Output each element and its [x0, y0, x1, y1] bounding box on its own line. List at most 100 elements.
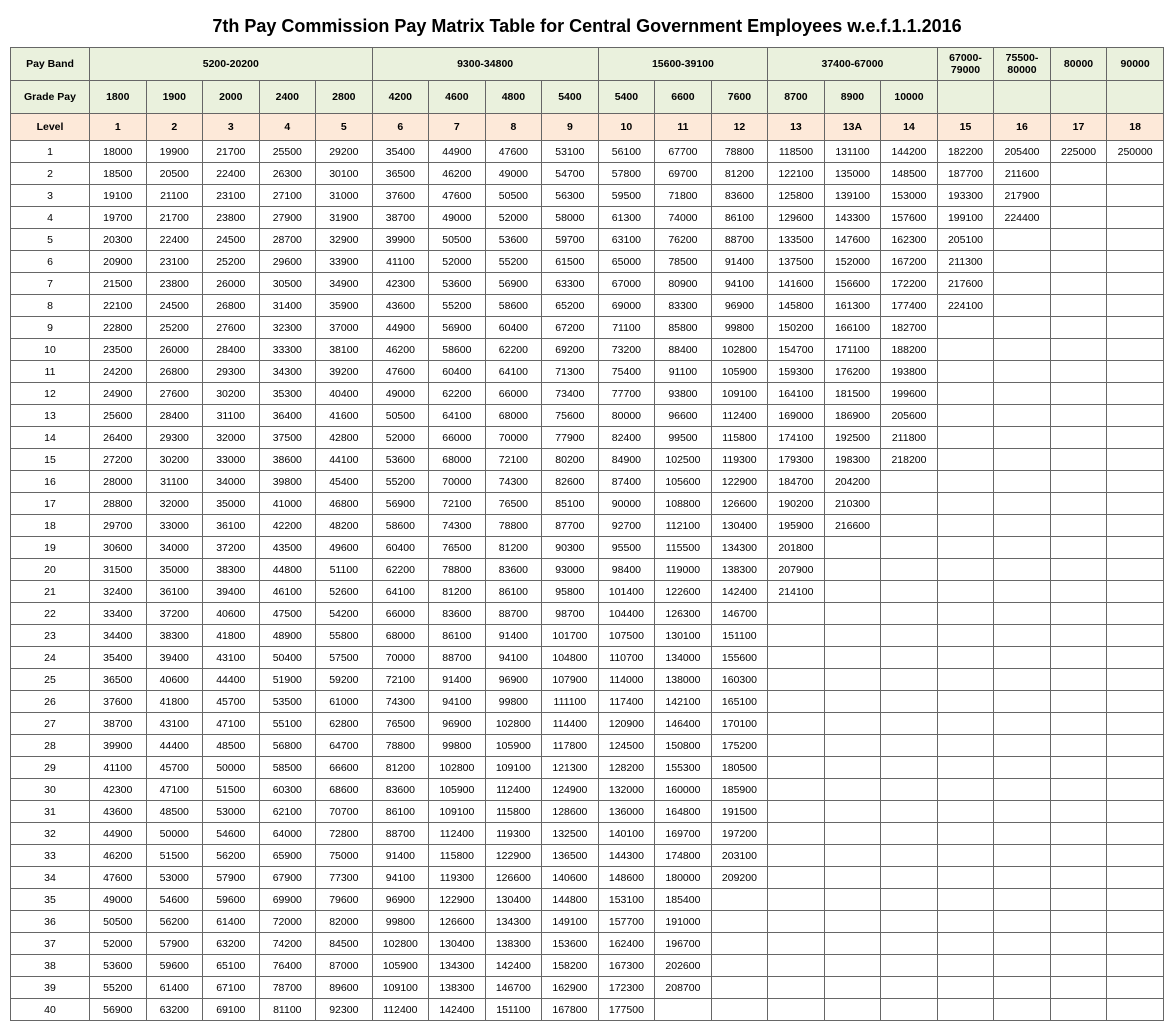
value-cell	[881, 911, 938, 933]
row-index: 29	[11, 757, 90, 779]
value-cell	[1107, 801, 1164, 823]
value-cell	[1107, 823, 1164, 845]
value-cell: 26800	[146, 361, 203, 383]
value-cell: 224400	[994, 207, 1051, 229]
value-cell: 75000	[316, 845, 373, 867]
value-cell: 67100	[203, 977, 260, 999]
value-cell: 119300	[429, 867, 486, 889]
value-cell	[1050, 515, 1107, 537]
row-index: 27	[11, 713, 90, 735]
value-cell: 140600	[542, 867, 599, 889]
value-cell	[1050, 449, 1107, 471]
value-cell	[1107, 955, 1164, 977]
value-cell: 160000	[655, 779, 712, 801]
value-cell: 104400	[598, 603, 655, 625]
value-cell: 141600	[768, 273, 825, 295]
value-cell: 94100	[711, 273, 768, 295]
value-cell: 96900	[372, 889, 429, 911]
value-cell: 92700	[598, 515, 655, 537]
value-cell	[937, 977, 994, 999]
row-index: 28	[11, 735, 90, 757]
value-cell: 28000	[90, 471, 147, 493]
value-cell: 91400	[485, 625, 542, 647]
value-cell: 140100	[598, 823, 655, 845]
value-cell	[1107, 669, 1164, 691]
value-cell	[1050, 405, 1107, 427]
value-cell	[824, 801, 881, 823]
row-index: 18	[11, 515, 90, 537]
value-cell	[994, 251, 1051, 273]
value-cell: 121300	[542, 757, 599, 779]
value-cell: 23100	[203, 185, 260, 207]
table-row: 4056900632006910081100923001124001424001…	[11, 999, 1164, 1021]
level-cell: 14	[881, 114, 938, 141]
value-cell: 112400	[485, 779, 542, 801]
value-cell: 96900	[429, 713, 486, 735]
value-cell: 38700	[90, 713, 147, 735]
value-cell: 75600	[542, 405, 599, 427]
table-row: 3549000546005960069900796009690012290013…	[11, 889, 1164, 911]
row-index: 6	[11, 251, 90, 273]
value-cell: 43100	[203, 647, 260, 669]
value-cell: 105900	[711, 361, 768, 383]
value-cell: 73200	[598, 339, 655, 361]
row-index: 36	[11, 911, 90, 933]
value-cell: 150200	[768, 317, 825, 339]
gradepay-cell: 5400	[542, 81, 599, 114]
value-cell: 193800	[881, 361, 938, 383]
value-cell: 63200	[146, 999, 203, 1021]
value-cell: 157600	[881, 207, 938, 229]
value-cell	[937, 911, 994, 933]
value-cell: 41000	[259, 493, 316, 515]
value-cell	[1107, 471, 1164, 493]
value-cell	[768, 691, 825, 713]
value-cell: 138300	[485, 933, 542, 955]
value-cell: 30200	[203, 383, 260, 405]
value-cell: 56900	[372, 493, 429, 515]
value-cell: 63300	[542, 273, 599, 295]
value-cell: 31000	[316, 185, 373, 207]
value-cell: 169000	[768, 405, 825, 427]
value-cell: 59700	[542, 229, 599, 251]
value-cell: 74300	[485, 471, 542, 493]
value-cell	[881, 471, 938, 493]
table-row: 3650500562006140072000820009980012660013…	[11, 911, 1164, 933]
row-index: 4	[11, 207, 90, 229]
value-cell	[937, 449, 994, 471]
value-cell	[937, 493, 994, 515]
row-index: 21	[11, 581, 90, 603]
value-cell: 99500	[655, 427, 712, 449]
value-cell: 66000	[485, 383, 542, 405]
value-cell: 66600	[316, 757, 373, 779]
value-cell: 20500	[146, 163, 203, 185]
value-cell: 57900	[203, 867, 260, 889]
value-cell: 98700	[542, 603, 599, 625]
row-index: 34	[11, 867, 90, 889]
value-cell: 65000	[598, 251, 655, 273]
value-cell	[1107, 163, 1164, 185]
row-index: 37	[11, 933, 90, 955]
value-cell	[994, 581, 1051, 603]
value-cell: 155300	[655, 757, 712, 779]
value-cell: 35400	[90, 647, 147, 669]
value-cell	[1107, 933, 1164, 955]
value-cell: 147600	[824, 229, 881, 251]
level-cell: 16	[994, 114, 1051, 141]
value-cell: 82400	[598, 427, 655, 449]
value-cell	[881, 537, 938, 559]
value-cell: 29600	[259, 251, 316, 273]
value-cell: 122900	[429, 889, 486, 911]
value-cell: 31900	[316, 207, 373, 229]
table-row: 1180001990021700255002920035400449004760…	[11, 141, 1164, 163]
value-cell	[994, 933, 1051, 955]
value-cell: 61300	[598, 207, 655, 229]
table-row: 4197002170023800279003190038700490005200…	[11, 207, 1164, 229]
value-cell: 78700	[259, 977, 316, 999]
level-label: Level	[11, 114, 90, 141]
value-cell: 61000	[316, 691, 373, 713]
value-cell: 50500	[429, 229, 486, 251]
value-cell: 48900	[259, 625, 316, 647]
value-cell	[1050, 735, 1107, 757]
gradepay-cell: 1800	[90, 81, 147, 114]
value-cell	[994, 383, 1051, 405]
